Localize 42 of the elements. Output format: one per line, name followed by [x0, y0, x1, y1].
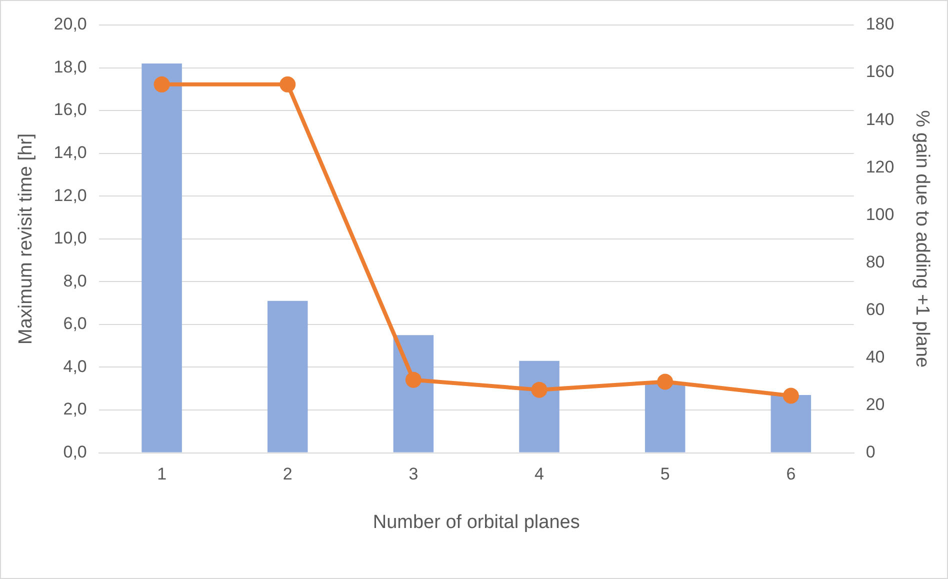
y2-tick-label: 0	[866, 442, 876, 462]
point	[405, 372, 422, 388]
y-tick-label: 2,0	[63, 400, 87, 419]
bar	[519, 360, 560, 452]
point	[280, 76, 296, 92]
y-tick-label: 6,0	[63, 314, 87, 334]
y-tick-label: 18,0	[54, 57, 87, 76]
x-tick-label: 2	[282, 464, 292, 484]
bar	[644, 382, 686, 452]
x-tick-label: 5	[660, 464, 670, 484]
bar	[770, 395, 812, 452]
y-tick-label: 8,0	[63, 271, 87, 290]
y-tick-label: 16,0	[54, 100, 87, 120]
x-tick-label: 1	[157, 464, 167, 484]
x-tick-label: 4	[534, 464, 544, 484]
y-tick-label: 0,0	[63, 442, 87, 462]
y2-axis-title: % gain due to adding +1 plane	[911, 110, 932, 368]
y2-tick-label: 80	[866, 252, 885, 272]
y-axis-title: Maximum revisit time [hr]	[16, 133, 37, 344]
y2-tick-label: 100	[866, 204, 894, 224]
y-tick-label: 12,0	[54, 186, 87, 205]
x-axis-title: Number of orbital planes	[372, 512, 580, 533]
y2-tick-label: 160	[866, 62, 894, 82]
y2-tick-label: 120	[866, 157, 894, 176]
y2-tick-label: 40	[866, 347, 885, 366]
bar	[393, 335, 434, 452]
y2-tick-label: 60	[866, 300, 885, 319]
bar	[267, 300, 308, 452]
y-tick-label: 4,0	[63, 356, 87, 376]
point	[782, 388, 799, 404]
x-tick-label: 6	[786, 464, 796, 484]
y2-tick-label: 20	[866, 394, 885, 414]
point	[154, 76, 170, 92]
point	[657, 374, 674, 390]
y2-tick-label: 140	[866, 110, 894, 129]
y-tick-label: 14,0	[54, 143, 87, 162]
y2-tick-label: 180	[866, 14, 894, 34]
point	[531, 382, 548, 398]
y-tick-label: 10,0	[54, 228, 87, 248]
bar	[142, 64, 182, 452]
x-tick-label: 3	[408, 464, 418, 484]
y-tick-label: 20,0	[54, 14, 87, 34]
